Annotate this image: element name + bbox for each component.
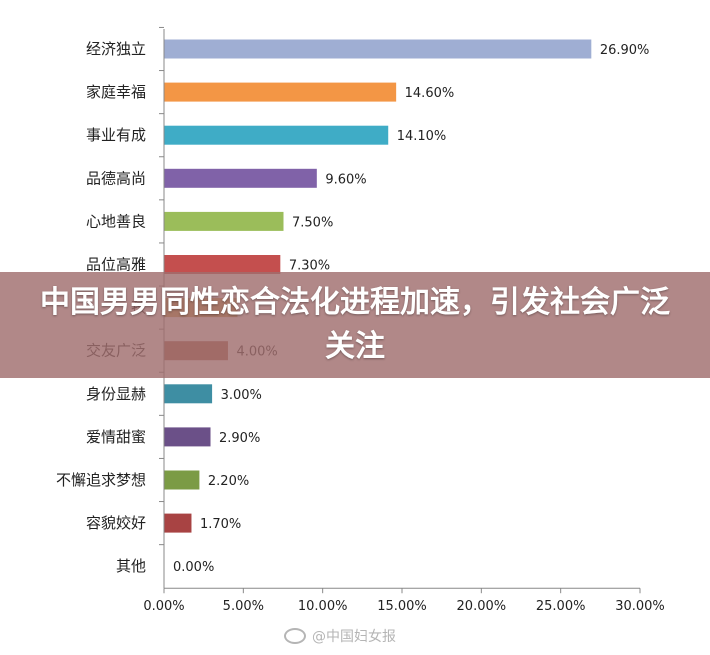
data-label: 7.30% [289, 259, 330, 274]
bar [164, 427, 211, 447]
bar [164, 470, 200, 490]
data-label: 26.90% [600, 43, 650, 58]
category-label: 品德高尚 [86, 169, 146, 187]
x-tick-label: 15.00% [377, 599, 427, 614]
x-tick-label: 20.00% [457, 599, 507, 614]
data-label: 9.60% [325, 172, 366, 187]
category-label: 事业有成 [86, 126, 146, 144]
data-label: 2.20% [208, 474, 249, 489]
bar [164, 39, 592, 59]
category-label: 经济独立 [86, 40, 146, 58]
data-label: 7.50% [292, 215, 333, 230]
watermark-text: @中国妇女报 [312, 629, 396, 645]
data-label: 3.00% [221, 388, 262, 403]
headline-text: 中国男男同性恋合法化进程加速，引发社会广泛关注 [40, 285, 670, 364]
category-label: 家庭幸福 [86, 83, 146, 101]
category-label: 身份显赫 [86, 385, 146, 403]
x-tick-label: 30.00% [615, 599, 665, 614]
x-tick-label: 5.00% [223, 599, 264, 614]
bar [164, 211, 284, 231]
bar [164, 125, 389, 145]
bar [164, 384, 213, 404]
data-label: 14.60% [405, 86, 455, 101]
watermark: @中国妇女报 [284, 626, 396, 646]
category-label: 心地善良 [86, 212, 146, 230]
bar [164, 82, 397, 102]
headline-banner: 中国男男同性恋合法化进程加速，引发社会广泛关注 [0, 272, 710, 378]
category-label: 爱情甜蜜 [86, 428, 146, 446]
category-label: 不懈追求梦想 [56, 471, 146, 489]
category-label: 容貌姣好 [86, 514, 146, 532]
data-label: 14.10% [397, 129, 447, 144]
bar [164, 255, 281, 274]
category-label: 其他 [116, 557, 146, 575]
data-label: 0.00% [173, 560, 214, 575]
x-tick-label: 10.00% [298, 599, 348, 614]
weibo-icon [284, 628, 306, 644]
category-label: 品位高雅 [86, 256, 146, 274]
data-label: 1.70% [200, 517, 241, 532]
x-tick-label: 0.00% [143, 599, 184, 614]
x-tick-label: 25.00% [536, 599, 586, 614]
data-label: 2.90% [219, 431, 260, 446]
bar [164, 168, 317, 188]
bar [164, 513, 192, 533]
